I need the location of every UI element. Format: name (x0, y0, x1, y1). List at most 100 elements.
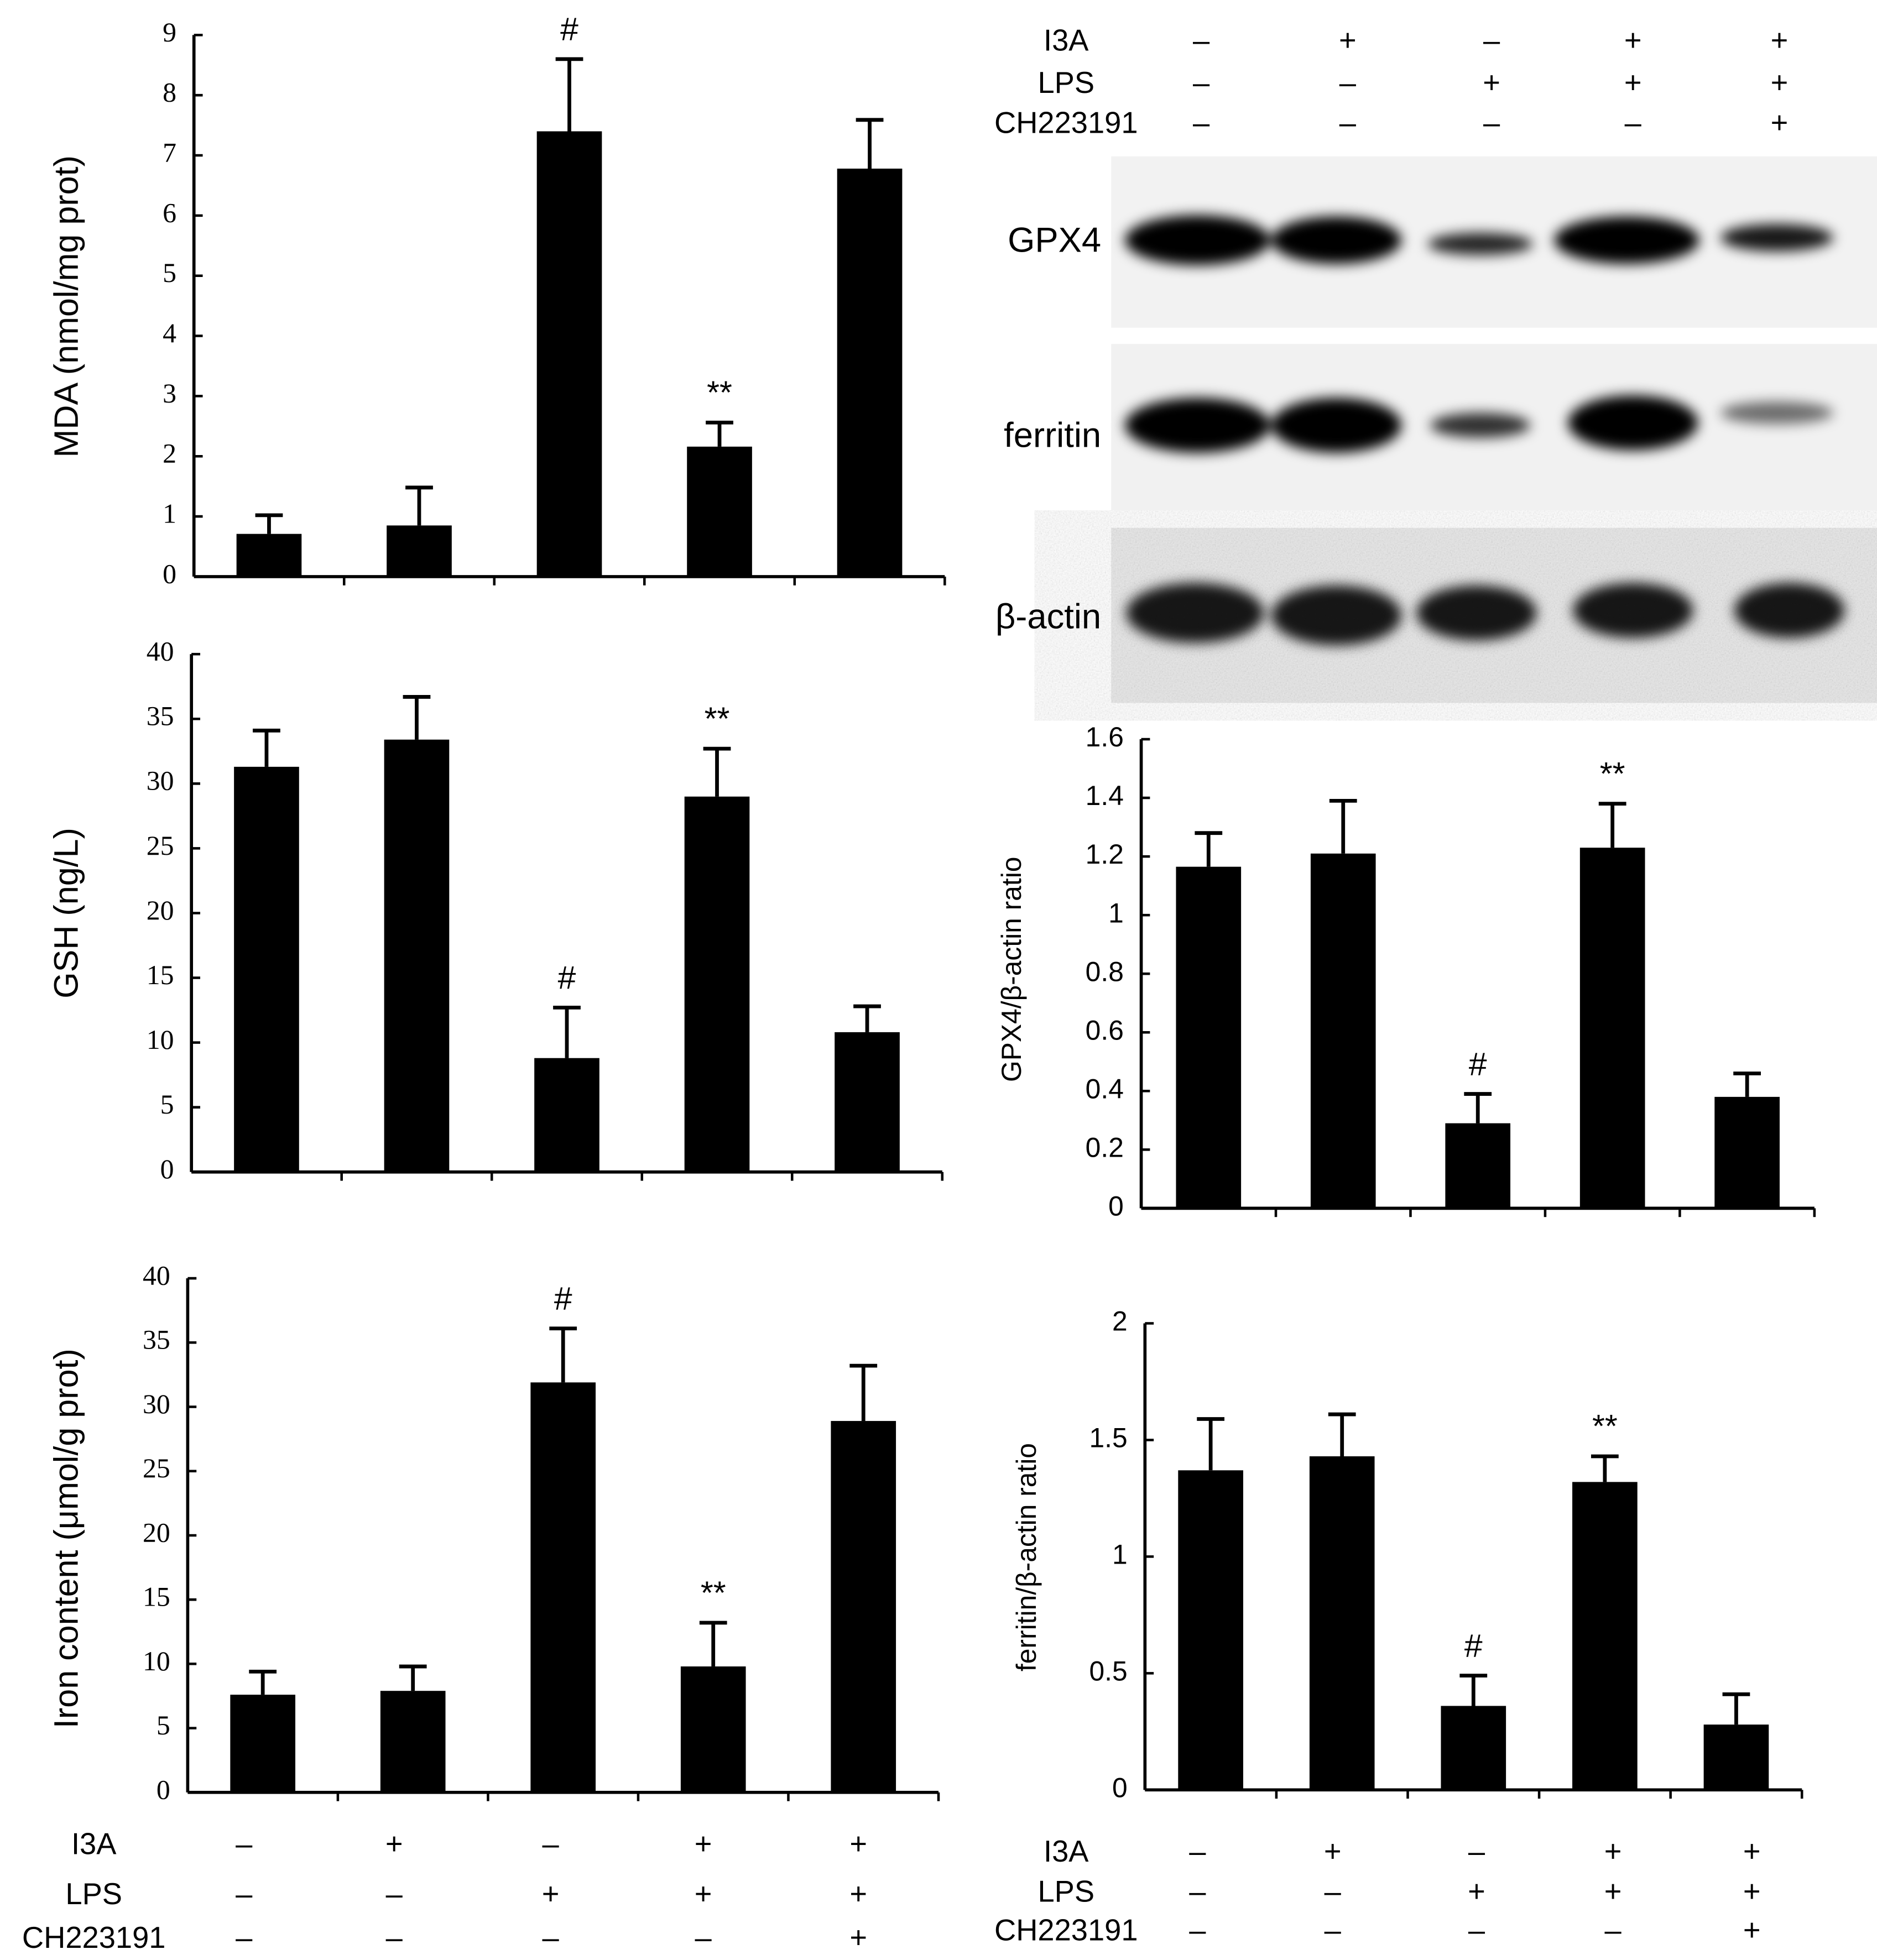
y-tick-label: 1.6 (1086, 722, 1124, 752)
bar (837, 168, 903, 577)
bar (384, 739, 450, 1172)
treatment-sign: + (695, 1827, 712, 1860)
bar (380, 1691, 446, 1792)
treatment-sign: + (1604, 1834, 1622, 1868)
treatment-sign: – (1483, 106, 1500, 140)
bar (1703, 1724, 1769, 1790)
treatment-sign: + (1483, 66, 1500, 100)
treatment-sign: – (1189, 1874, 1206, 1908)
y-tick-label: 10 (147, 1025, 174, 1055)
y-tick-label: 1 (1108, 897, 1124, 928)
significance-mark: # (1464, 1628, 1483, 1664)
significance-mark: # (554, 1280, 572, 1316)
y-tick-label: 0.2 (1086, 1132, 1124, 1163)
significance-mark: ** (1592, 1409, 1618, 1445)
y-tick-label: 30 (147, 766, 174, 796)
treatment-sign: + (1624, 23, 1642, 57)
bar (387, 525, 452, 577)
y-tick-label: 4 (163, 318, 176, 348)
y-tick-label: 5 (160, 1089, 174, 1120)
treatment-sign: + (849, 1921, 867, 1954)
y-tick-label: 1.5 (1089, 1423, 1127, 1454)
treatment-sign: – (1189, 1834, 1206, 1868)
treatment-sign: + (1743, 1834, 1761, 1868)
y-axis-label: ferritin/β-actin ratio (1011, 1443, 1042, 1671)
treatment-sign: – (1468, 1914, 1485, 1947)
treatment-sign: – (1339, 66, 1357, 100)
bar (1176, 866, 1242, 1209)
treatment-label: LPS (65, 1877, 122, 1911)
y-tick-label: 25 (143, 1453, 170, 1483)
blot-label: GPX4 (1008, 221, 1101, 260)
y-tick-label: 0 (1108, 1191, 1124, 1222)
treatment-sign: – (695, 1921, 712, 1954)
treatment-sign: – (386, 1921, 403, 1954)
bar (1714, 1096, 1780, 1209)
treatment-sign: + (849, 1877, 867, 1911)
y-axis-label: GPX4/β-actin ratio (996, 857, 1027, 1083)
y-tick-label: 0 (163, 558, 176, 589)
treatment-sign: – (542, 1827, 559, 1860)
treatment-sign: – (1339, 106, 1357, 140)
bar (1445, 1123, 1511, 1209)
y-axis-label: MDA (nmol/mg prot) (48, 155, 85, 457)
bar (835, 1032, 900, 1172)
blot-label: β-actin (995, 598, 1101, 636)
treatment-label: CH223191 (22, 1921, 166, 1954)
y-tick-label: 20 (147, 895, 174, 926)
bar (1572, 1482, 1638, 1790)
treatment-sign: – (1325, 1914, 1342, 1947)
y-tick-label: 2 (163, 438, 176, 469)
y-tick-label: 0.4 (1086, 1073, 1124, 1104)
treatment-sign: + (1324, 1834, 1342, 1868)
y-axis-label: Iron content (μmol/g prot) (48, 1349, 85, 1728)
treatment-label: I3A (71, 1827, 117, 1860)
treatment-label: LPS (1037, 66, 1094, 100)
significance-mark: # (560, 12, 578, 48)
y-tick-label: 40 (143, 1260, 170, 1290)
treatment-sign: – (1468, 1834, 1485, 1868)
bar (680, 1666, 746, 1792)
bands (1125, 215, 1845, 646)
treatment-sign: – (1193, 66, 1210, 100)
treatment-sign: + (542, 1877, 560, 1911)
treatment-sign: – (236, 1827, 253, 1860)
treatment-sign: + (1771, 23, 1789, 57)
treatment-sign: + (1624, 66, 1642, 100)
y-tick-label: 0.5 (1089, 1656, 1127, 1687)
treatment-label: CH223191 (994, 1914, 1138, 1947)
y-tick-label: 1.4 (1086, 780, 1124, 811)
treatment-sign: – (1604, 1914, 1621, 1947)
bar (1178, 1470, 1243, 1790)
y-tick-label: 2 (1112, 1306, 1128, 1337)
bar (1310, 853, 1376, 1209)
y-tick-label: 9 (163, 17, 176, 48)
bar (230, 1695, 295, 1792)
significance-mark: ** (705, 701, 730, 737)
significance-mark: ** (701, 1575, 726, 1611)
y-tick-label: 8 (163, 77, 176, 108)
y-tick-label: 35 (147, 701, 174, 731)
treatment-sign: – (1193, 106, 1210, 140)
y-tick-label: 1.2 (1086, 839, 1124, 870)
treatment-label: I3A (1044, 23, 1089, 57)
y-tick-label: 0 (160, 1154, 174, 1184)
treatment-sign: + (1743, 1914, 1761, 1947)
treatment-sign: – (236, 1877, 253, 1911)
treatment-sign: – (1325, 1874, 1342, 1908)
y-tick-label: 7 (163, 137, 176, 168)
treatment-sign: + (1339, 23, 1357, 57)
significance-mark: ** (1600, 756, 1625, 792)
treatment-label: LPS (1037, 1874, 1094, 1908)
bar (684, 796, 750, 1172)
treatment-sign: + (1604, 1874, 1622, 1908)
treatment-sign: – (1193, 23, 1210, 57)
y-tick-label: 20 (143, 1517, 170, 1548)
treatment-sign: + (1468, 1874, 1485, 1908)
significance-mark: # (1469, 1046, 1487, 1082)
y-tick-label: 3 (163, 378, 176, 409)
y-tick-label: 5 (157, 1710, 170, 1741)
y-tick-label: 15 (147, 960, 174, 990)
bar (536, 131, 602, 577)
